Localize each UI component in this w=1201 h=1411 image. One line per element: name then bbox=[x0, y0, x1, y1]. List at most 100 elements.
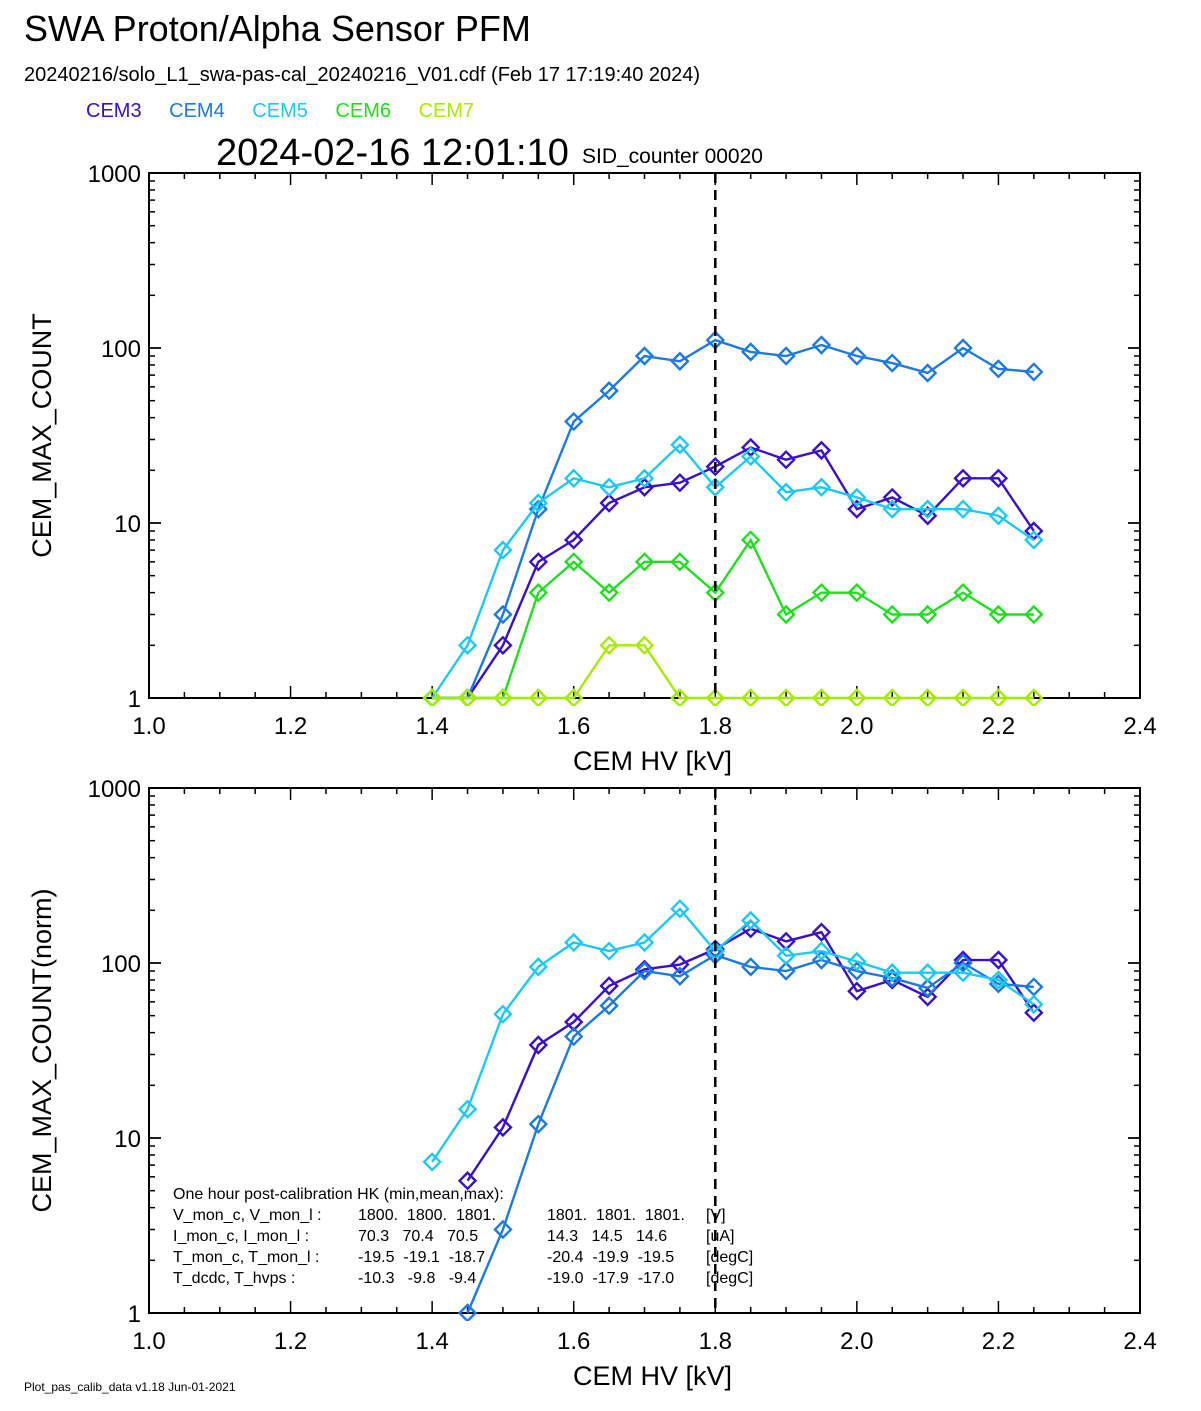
data-point-diamond bbox=[457, 1099, 478, 1119]
data-point-diamond bbox=[599, 976, 619, 996]
data-point-diamond bbox=[776, 961, 796, 981]
x-tick-label: 2.4 bbox=[1123, 1328, 1156, 1355]
y-tick-label: 10 bbox=[114, 511, 141, 538]
x-tick-label: 2.2 bbox=[982, 1328, 1015, 1355]
data-point-diamond bbox=[599, 493, 619, 513]
hk-row-unit: [degC] bbox=[706, 1270, 753, 1287]
data-point-diamond bbox=[917, 987, 938, 1007]
data-point-diamond bbox=[634, 468, 655, 489]
data-point-diamond bbox=[493, 1117, 513, 1138]
data-point-diamond bbox=[1024, 362, 1044, 382]
data-point-diamond bbox=[882, 688, 902, 706]
y-tick-label: 1 bbox=[128, 1301, 141, 1328]
data-point-diamond bbox=[493, 688, 513, 706]
y-tick-label: 10 bbox=[114, 1126, 141, 1153]
y-tick-label: 1000 bbox=[88, 161, 141, 188]
legend-item-cem3: CEM3 bbox=[86, 100, 142, 122]
hk-row-unit: [degC] bbox=[706, 1249, 753, 1266]
data-point-diamond bbox=[599, 582, 619, 603]
data-point-diamond bbox=[847, 499, 867, 519]
data-point-diamond bbox=[528, 493, 549, 513]
data-point-diamond bbox=[740, 446, 761, 467]
data-point-diamond bbox=[988, 950, 1009, 970]
series-cem5 bbox=[422, 899, 1044, 1172]
hk-row-values-b: -19.0 -17.9 -17.0 bbox=[547, 1270, 674, 1287]
x-tick-label: 1.4 bbox=[415, 1328, 448, 1355]
data-point-diamond bbox=[1024, 994, 1044, 1015]
data-point-diamond bbox=[953, 338, 973, 358]
x-tick-label: 1.2 bbox=[274, 713, 307, 740]
data-point-diamond bbox=[564, 1026, 584, 1047]
hk-row-label: T_dcdc, T_hvps : bbox=[173, 1270, 295, 1287]
data-point-diamond bbox=[528, 552, 549, 572]
legend-item-cem4: CEM4 bbox=[169, 100, 225, 122]
x-tick-label: 2.0 bbox=[840, 1328, 873, 1355]
hk-heading: One hour post-calibration HK (min,mean,m… bbox=[173, 1186, 504, 1203]
series-cem4 bbox=[457, 945, 1044, 1321]
x-tick-label: 1.6 bbox=[557, 1328, 590, 1355]
data-point-diamond bbox=[528, 1114, 549, 1134]
data-point-diamond bbox=[493, 1219, 513, 1240]
data-point-diamond bbox=[811, 477, 832, 497]
hk-row-unit: [V] bbox=[706, 1207, 726, 1224]
data-point-diamond bbox=[882, 499, 902, 519]
x-tick-label: 1.8 bbox=[699, 713, 732, 740]
y-tick-label: 100 bbox=[101, 951, 141, 978]
data-point-diamond bbox=[634, 961, 655, 981]
y-tick-label: 1000 bbox=[88, 776, 141, 803]
data-point-diamond bbox=[705, 477, 725, 497]
data-point-diamond bbox=[811, 688, 832, 706]
data-point-diamond bbox=[528, 688, 549, 706]
data-point-diamond bbox=[740, 957, 761, 977]
data-point-diamond bbox=[847, 981, 867, 1001]
data-point-diamond bbox=[670, 435, 690, 455]
data-point-diamond bbox=[882, 353, 902, 373]
x-tick-label: 2.4 bbox=[1123, 713, 1156, 740]
series-cem6 bbox=[422, 530, 1044, 706]
x-tick-label: 2.0 bbox=[840, 713, 873, 740]
file-subtitle: 20240216/solo_L1_swa-pas-cal_20240216_V0… bbox=[24, 64, 701, 86]
data-point-diamond bbox=[670, 351, 690, 371]
data-point-diamond bbox=[599, 941, 619, 961]
data-point-diamond bbox=[564, 411, 584, 432]
x-tick-label: 1.4 bbox=[415, 713, 448, 740]
data-point-diamond bbox=[670, 472, 690, 493]
data-point-diamond bbox=[776, 346, 796, 366]
data-point-diamond bbox=[917, 363, 938, 383]
hk-row-unit: [uA] bbox=[706, 1228, 734, 1245]
data-point-diamond bbox=[670, 688, 690, 706]
data-point-diamond bbox=[528, 957, 549, 977]
data-point-diamond bbox=[493, 604, 513, 625]
data-point-diamond bbox=[953, 582, 973, 603]
data-point-diamond bbox=[1024, 688, 1044, 706]
data-point-diamond bbox=[670, 552, 690, 572]
data-point-diamond bbox=[1024, 530, 1044, 550]
hk-annotation: One hour post-calibration HK (min,mean,m… bbox=[173, 1186, 753, 1287]
plot-panel-2: 1.0 1.2 1.4 1.6 1.8 2.0 2.2 2.4 1 10 100 1000 CEM HV… bbox=[27, 776, 1157, 1391]
data-point-diamond bbox=[917, 499, 938, 519]
data-point-diamond bbox=[634, 932, 655, 953]
data-point-diamond bbox=[670, 966, 690, 986]
data-point-diamond bbox=[953, 950, 973, 970]
data-point-diamond bbox=[988, 970, 1009, 990]
data-point-diamond bbox=[670, 954, 690, 975]
timestamp: 2024-02-16 12:01:10 bbox=[216, 132, 569, 174]
y-tick-label: 1 bbox=[128, 686, 141, 713]
data-point-diamond bbox=[528, 582, 549, 603]
series-line bbox=[432, 446, 1035, 700]
legend-item-cem6: CEM6 bbox=[335, 100, 391, 122]
hk-row-label: I_mon_c, I_mon_l : bbox=[173, 1228, 309, 1245]
data-point-diamond bbox=[811, 440, 832, 461]
data-point-diamond bbox=[847, 487, 867, 508]
y-tick-label: 100 bbox=[101, 336, 141, 363]
data-point-diamond bbox=[917, 978, 938, 998]
hk-row-label: T_mon_c, T_mon_l : bbox=[173, 1249, 319, 1266]
data-point-diamond bbox=[917, 604, 938, 625]
data-point-diamond bbox=[564, 932, 584, 953]
data-point-diamond bbox=[776, 688, 796, 706]
x-tick-label: 1.8 bbox=[699, 1328, 732, 1355]
data-point-diamond bbox=[811, 335, 832, 355]
data-point-diamond bbox=[599, 635, 619, 656]
data-point-diamond bbox=[705, 456, 725, 477]
